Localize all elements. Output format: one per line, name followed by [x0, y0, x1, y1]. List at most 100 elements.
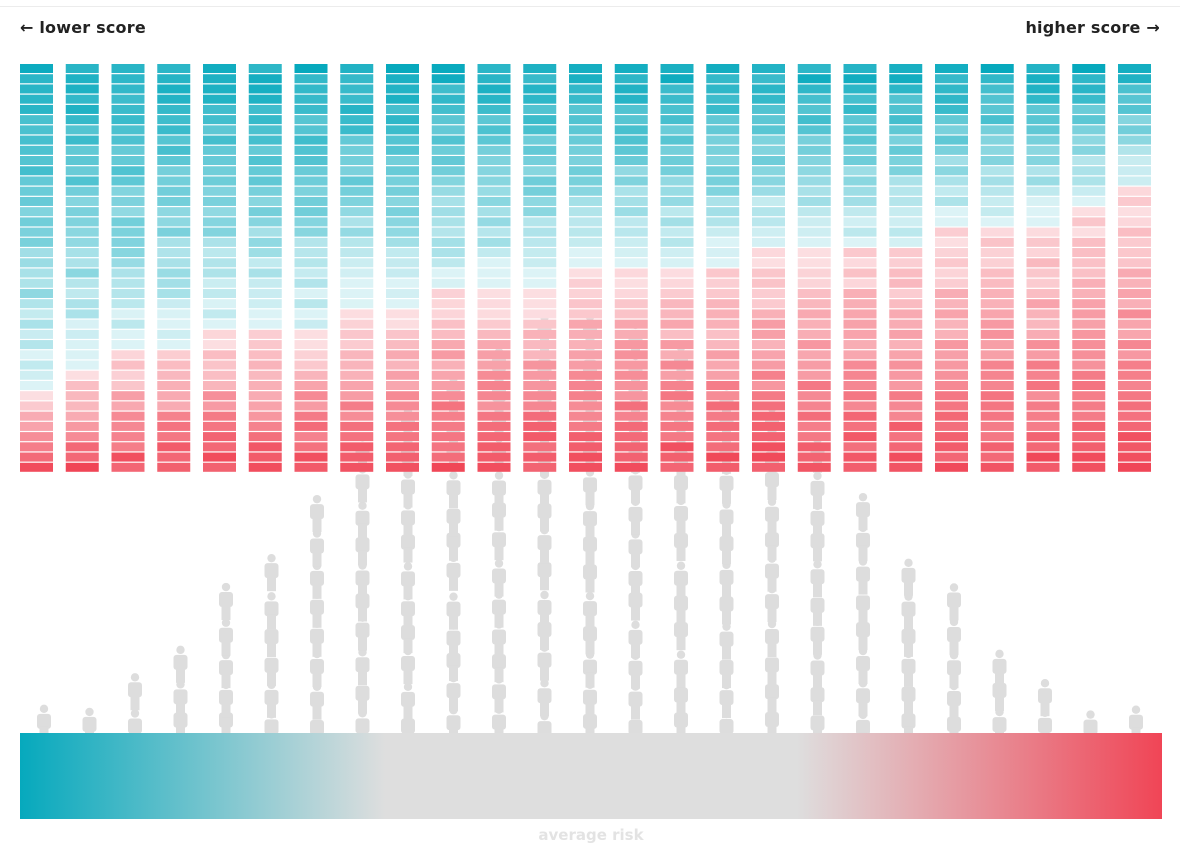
red-segment: [157, 452, 191, 462]
teal-segment: [889, 125, 923, 135]
red-segment: [935, 299, 968, 309]
red-segment: [706, 278, 740, 288]
red-segment: [111, 380, 145, 390]
teal-segment: [1072, 84, 1106, 94]
person-icon: [401, 682, 415, 720]
person-icon: [1038, 678, 1052, 717]
red-segment: [1118, 411, 1151, 421]
teal-segment: [157, 74, 191, 84]
red-segment: [477, 411, 511, 421]
red-segment: [843, 421, 877, 431]
teal-segment: [797, 84, 831, 94]
teal-segment: [157, 309, 191, 319]
teal-segment: [614, 186, 648, 196]
red-segment: [1026, 258, 1060, 268]
teal-segment: [431, 125, 465, 135]
teal-segment: [752, 207, 785, 217]
red-segment: [752, 452, 785, 462]
teal-segment: [294, 104, 328, 114]
red-segment: [889, 391, 923, 401]
teal-segment: [477, 196, 511, 206]
red-segment: [523, 340, 557, 350]
red-segment: [980, 452, 1014, 462]
red-segment: [569, 360, 602, 370]
red-segment: [477, 442, 511, 452]
score-column: [569, 64, 602, 472]
teal-segment: [477, 186, 511, 196]
red-segment: [477, 421, 511, 431]
red-segment: [477, 288, 511, 298]
teal-segment: [340, 227, 374, 237]
teal-segment: [65, 319, 99, 329]
teal-segment: [569, 125, 602, 135]
teal-segment: [20, 350, 53, 360]
red-segment: [157, 432, 191, 442]
red-segment: [340, 370, 374, 380]
red-segment: [477, 319, 511, 329]
teal-segment: [20, 115, 53, 125]
red-segment: [889, 340, 923, 350]
teal-segment: [20, 340, 53, 350]
teal-segment: [935, 156, 968, 166]
red-segment: [935, 370, 968, 380]
teal-segment: [980, 64, 1014, 74]
red-segment: [431, 462, 465, 472]
teal-segment: [980, 186, 1014, 196]
red-segment: [889, 360, 923, 370]
teal-segment: [203, 156, 236, 166]
teal-segment: [157, 125, 191, 135]
red-segment: [614, 432, 648, 442]
teal-segment: [614, 64, 648, 74]
teal-segment: [294, 268, 328, 278]
red-segment: [706, 421, 740, 431]
person-icon: [401, 562, 415, 600]
teal-segment: [248, 268, 282, 278]
teal-segment: [523, 115, 557, 125]
teal-segment: [660, 115, 694, 125]
red-segment: [431, 319, 465, 329]
teal-segment: [935, 196, 968, 206]
teal-segment: [65, 135, 99, 145]
teal-segment: [660, 186, 694, 196]
red-segment: [1026, 340, 1060, 350]
teal-segment: [660, 64, 694, 74]
red-segment: [523, 360, 557, 370]
red-segment: [797, 421, 831, 431]
teal-segment: [20, 156, 53, 166]
red-segment: [706, 411, 740, 421]
teal-segment: [935, 125, 968, 135]
teal-segment: [843, 145, 877, 155]
teal-segment: [65, 125, 99, 135]
teal-segment: [1026, 104, 1060, 114]
teal-segment: [431, 176, 465, 186]
teal-segment: [20, 196, 53, 206]
score-column: [889, 64, 923, 472]
red-segment: [1118, 360, 1151, 370]
teal-segment: [111, 104, 145, 114]
person-icon: [856, 492, 870, 531]
person-icon: [810, 471, 825, 509]
teal-segment: [477, 227, 511, 237]
teal-segment: [706, 125, 740, 135]
red-segment: [431, 391, 465, 401]
score-column: [386, 64, 419, 472]
red-segment: [569, 299, 602, 309]
teal-segment: [1118, 64, 1151, 74]
teal-segment: [157, 145, 191, 155]
teal-segment: [706, 237, 740, 247]
teal-segment: [203, 84, 236, 94]
red-segment: [889, 350, 923, 360]
red-segment: [935, 421, 968, 431]
teal-segment: [111, 340, 145, 350]
teal-segment: [980, 217, 1014, 227]
red-segment: [660, 309, 694, 319]
red-segment: [1072, 340, 1106, 350]
red-segment: [1026, 329, 1060, 339]
teal-segment: [386, 186, 419, 196]
teal-segment: [843, 94, 877, 104]
teal-segment: [111, 176, 145, 186]
red-segment: [431, 411, 465, 421]
teal-segment: [797, 94, 831, 104]
teal-segment: [157, 299, 191, 309]
score-column: [752, 64, 785, 472]
